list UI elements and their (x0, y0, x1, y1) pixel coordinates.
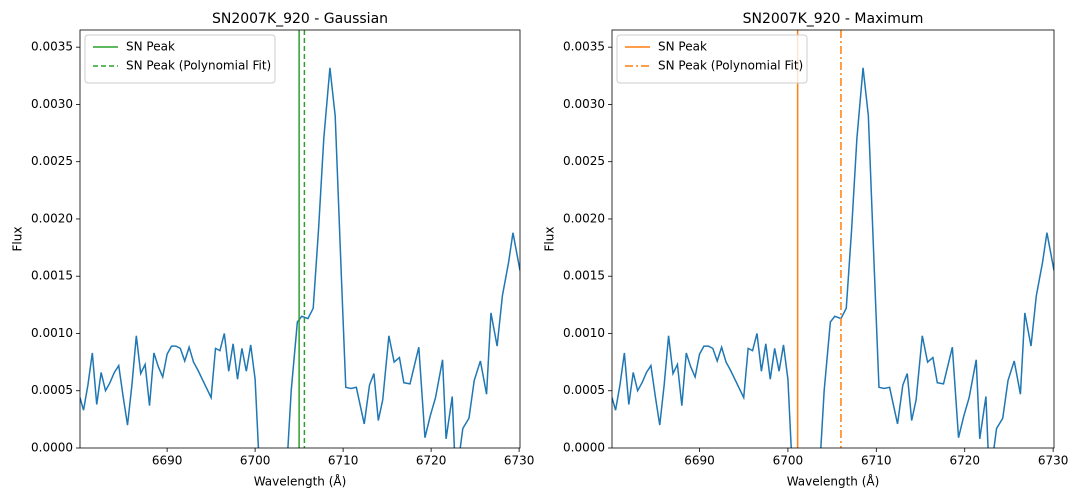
y-tick-label: 0.0035 (563, 40, 605, 54)
legend-box (84, 34, 276, 84)
y-tick-label: 0.0030 (31, 97, 73, 111)
legend-label: SN Peak (Polynomial Fit) (126, 59, 271, 73)
y-tick-label: 0.0010 (563, 326, 605, 340)
spectrum-line (612, 67, 1054, 448)
plot-area (612, 30, 1054, 448)
y-axis-label: Flux (11, 227, 25, 252)
y-tick-label: 0.0005 (31, 383, 73, 397)
y-tick-label: 0.0005 (563, 383, 605, 397)
y-tick-label: 0.0030 (563, 97, 605, 111)
chart-title: SN2007K_920 - Gaussian (212, 11, 388, 27)
y-tick-label: 0.0025 (563, 154, 605, 168)
x-tick-label: 6700 (773, 454, 804, 468)
x-axis-label: Wavelength (Å) (787, 474, 880, 489)
x-tick-label: 6710 (861, 454, 892, 468)
plot-area (80, 30, 520, 448)
x-tick-label: 6710 (328, 454, 359, 468)
legend-box (616, 34, 808, 84)
y-axis-label: Flux (543, 227, 557, 252)
x-tick-label: 6700 (240, 454, 271, 468)
y-tick-label: 0.0020 (31, 211, 73, 225)
legend-label: SN Peak (658, 40, 707, 54)
legend-label: SN Peak (126, 40, 175, 54)
y-tick-label: 0.0000 (563, 441, 605, 455)
x-tick-label: 6730 (504, 454, 535, 468)
x-tick-label: 6720 (416, 454, 447, 468)
y-tick-label: 0.0025 (31, 154, 73, 168)
legend-label: SN Peak (Polynomial Fit) (658, 59, 803, 73)
y-tick-label: 0.0015 (31, 269, 73, 283)
y-tick-label: 0.0015 (563, 269, 605, 283)
x-tick-label: 6720 (949, 454, 980, 468)
x-tick-label: 6690 (152, 454, 183, 468)
y-tick-label: 0.0010 (31, 326, 73, 340)
spectrum-line (80, 67, 520, 448)
y-tick-label: 0.0020 (563, 211, 605, 225)
y-tick-label: 0.0035 (31, 40, 73, 54)
axes-frame (79, 29, 521, 449)
axes-frame (611, 29, 1055, 449)
x-axis-label: Wavelength (Å) (254, 474, 347, 489)
x-tick-label: 6690 (684, 454, 715, 468)
chart-title: SN2007K_920 - Maximum (743, 11, 924, 27)
y-tick-label: 0.0000 (31, 441, 73, 455)
x-tick-label: 6730 (1038, 454, 1069, 468)
